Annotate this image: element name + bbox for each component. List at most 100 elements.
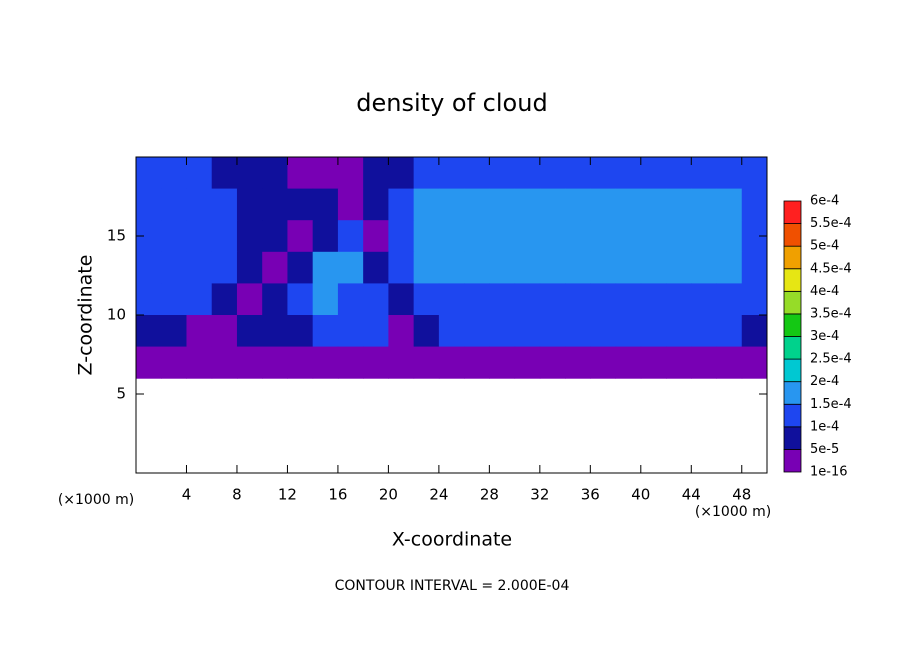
contour-cell [741,346,768,379]
contour-cell [590,188,617,221]
contour-cell [741,188,768,221]
contour-cell [464,220,490,253]
y-tick-label: 10 [107,306,126,324]
colorbar-label: 6e-4 [810,194,839,209]
x-tick-label: 28 [480,486,499,504]
contour-cell [312,283,339,316]
contour-cell [211,220,238,253]
contour-cell [312,315,339,348]
contour-cell [236,251,263,284]
contour-cell [287,283,314,316]
y-tick-label: 15 [107,227,126,245]
contour-cell [262,346,288,379]
colorbar-label: 1e-4 [810,419,839,434]
contour-cell [565,315,591,348]
colorbar-label: 3e-4 [810,329,839,344]
contour-cell [438,157,465,190]
x-tick-label: 12 [278,486,297,504]
contour-cell [489,251,516,284]
contour-cell [590,251,617,284]
contour-cell [539,220,566,253]
x-tick-label: 48 [732,486,751,504]
contour-cell [489,283,516,316]
contour-cell [363,283,389,316]
contour-cell [640,251,667,284]
colorbar-swatch [783,449,802,473]
contour-cell [438,220,465,253]
colorbar-swatch [783,200,802,224]
contour-cell [236,283,263,316]
contour-cell [363,220,389,253]
contour-cell [615,315,642,348]
contour-cell [438,315,465,348]
contour-cell [464,188,490,221]
contour-cell [136,283,162,316]
contour-cell [312,346,339,379]
contour-cell [716,220,743,253]
contour-cell [615,220,642,253]
contour-cell [464,346,490,379]
contour-cell [640,220,667,253]
colorbar-swatch [783,381,802,405]
contour-cell [716,315,743,348]
contour-cell [741,283,768,316]
contour-cell [741,251,768,284]
contour-cell [337,157,364,190]
contour-cell [388,315,415,348]
contour-cell [590,346,617,379]
colorbar-swatch [783,358,802,383]
contour-cell [388,251,415,284]
contour-cell [262,220,288,253]
contour-cell [211,283,238,316]
contour-cell [287,220,314,253]
x-tick-label: 44 [682,486,701,504]
contour-cell [640,315,667,348]
y-axis-label: Z-coordinate [75,255,97,376]
contour-cell [236,315,263,348]
contour-cell [489,157,516,190]
contour-cell [312,157,339,190]
contour-cell [590,283,617,316]
contour-cell [565,220,591,253]
footer-note: CONTOUR INTERVAL = 2.000E-04 [335,578,570,594]
contour-cell [211,188,238,221]
x-tick-label: 32 [530,486,549,504]
x-tick-label: 24 [429,486,448,504]
contour-cell [236,188,263,221]
contour-cell [716,346,743,379]
y-tick-label: 5 [116,385,126,403]
contour-cell [539,251,566,284]
contour-cell [565,346,591,379]
contour-cell [287,188,314,221]
contour-cell [337,315,364,348]
x-unit-label: (×1000 m) [695,504,771,520]
contour-cell [691,283,718,316]
contour-cell [388,346,415,379]
contour-cell [691,251,718,284]
contour-cell [388,220,415,253]
contour-cell [413,315,440,348]
contour-cell [413,251,440,284]
contour-cell [388,157,415,190]
x-unit-label: (×1000 m) [58,492,134,508]
contour-cell [413,157,440,190]
contour-cell [741,157,768,190]
contour-cell [539,283,566,316]
contour-cell [337,346,364,379]
colorbar-label: 1.5e-4 [810,397,852,412]
contour-cell [388,188,415,221]
colorbar-label: 2e-4 [810,374,839,389]
contour-cell [640,283,667,316]
contour-cell [161,346,187,379]
contour-cell [186,157,213,190]
contour-cell [236,220,263,253]
contour-cell [615,188,642,221]
colorbar-swatch [783,223,802,247]
contour-cell [539,346,566,379]
contour-cell [691,315,718,348]
contour-cell [136,346,162,379]
contour-cell [161,157,187,190]
colorbar-swatch [783,245,802,270]
x-tick-label: 40 [631,486,650,504]
